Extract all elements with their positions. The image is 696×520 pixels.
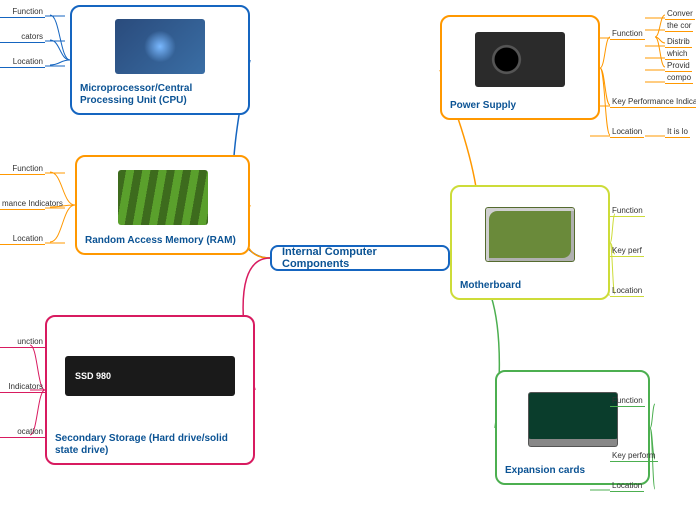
subtopic[interactable]: Function: [610, 205, 645, 217]
subtopic[interactable]: Indicators: [0, 381, 45, 393]
subtopic[interactable]: compo: [665, 72, 693, 84]
subtopic[interactable]: Distrib: [665, 36, 692, 48]
mobo-image: [460, 193, 600, 276]
subtopic[interactable]: which: [665, 48, 689, 60]
subtopic[interactable]: Function: [0, 163, 45, 175]
subtopic[interactable]: Location: [610, 285, 644, 297]
node-mobo[interactable]: Motherboard: [450, 185, 610, 300]
subtopic[interactable]: Key perform: [610, 450, 658, 462]
storage-image: SSD 980: [55, 323, 245, 429]
subtopic[interactable]: mance Indicators: [0, 198, 45, 210]
subtopic[interactable]: Function: [610, 28, 645, 40]
subtopic[interactable]: Conver: [665, 8, 695, 20]
storage-label: Secondary Storage (Hard drive/solid stat…: [55, 433, 245, 457]
subtopic[interactable]: cators: [0, 31, 45, 43]
node-expansion[interactable]: Expansion cards: [495, 370, 650, 485]
center-topic[interactable]: Internal Computer Components: [270, 245, 450, 271]
expansion-label: Expansion cards: [505, 465, 640, 477]
psu-image: [450, 23, 590, 96]
cpu-label: Microprocessor/Central Processing Unit (…: [80, 83, 240, 107]
subtopic[interactable]: It is lo: [665, 126, 690, 138]
node-storage[interactable]: SSD 980 Secondary Storage (Hard drive/so…: [45, 315, 255, 465]
center-label: Internal Computer Components: [282, 246, 438, 270]
subtopic[interactable]: Key perf: [610, 245, 644, 257]
node-psu[interactable]: Power Supply: [440, 15, 600, 120]
subtopic[interactable]: Location: [610, 126, 644, 138]
subtopic[interactable]: Location: [0, 233, 45, 245]
cpu-image: [80, 13, 240, 79]
ram-label: Random Access Memory (RAM): [85, 235, 240, 247]
ram-image: [85, 163, 240, 231]
subtopic[interactable]: the cor: [665, 20, 693, 32]
subtopic[interactable]: Location: [610, 480, 644, 492]
subtopic[interactable]: Provid: [665, 60, 692, 72]
subtopic[interactable]: ocation: [0, 426, 45, 438]
ssd-text: SSD 980: [75, 371, 111, 381]
psu-label: Power Supply: [450, 100, 590, 112]
subtopic[interactable]: Function: [610, 395, 645, 407]
mobo-label: Motherboard: [460, 280, 600, 292]
node-cpu[interactable]: Microprocessor/Central Processing Unit (…: [70, 5, 250, 115]
subtopic[interactable]: Function: [0, 6, 45, 18]
node-ram[interactable]: Random Access Memory (RAM): [75, 155, 250, 255]
expansion-image: [505, 378, 640, 461]
subtopic[interactable]: Key Performance Indicator: [610, 96, 696, 108]
subtopic[interactable]: unction: [0, 336, 45, 348]
subtopic[interactable]: Location: [0, 56, 45, 68]
